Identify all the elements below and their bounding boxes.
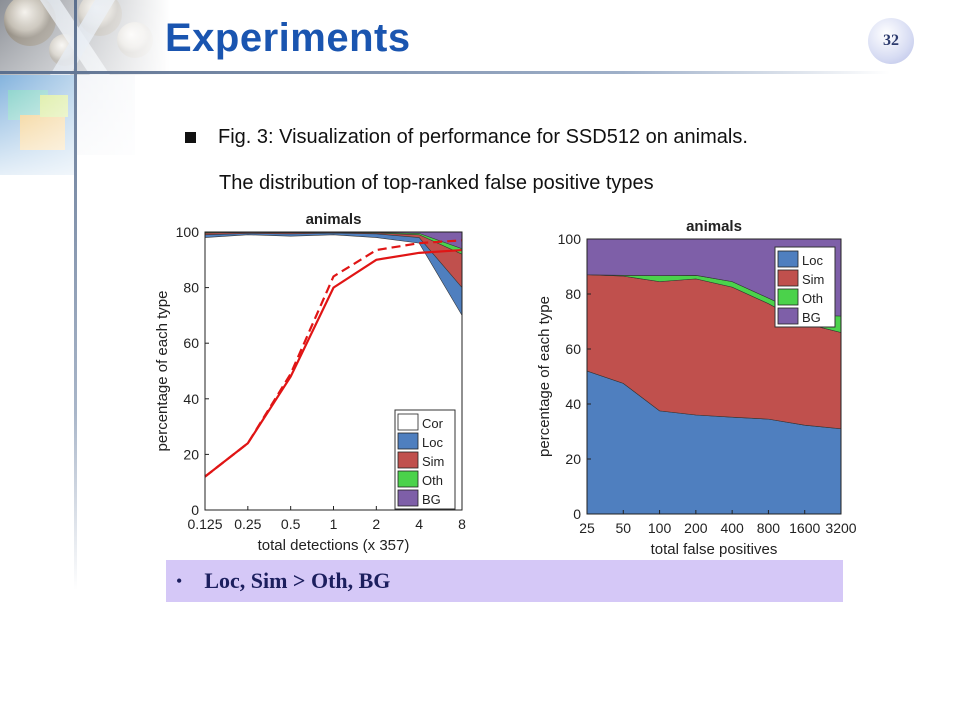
slide-title: Experiments xyxy=(165,16,411,60)
legend-swatch-loc xyxy=(777,250,799,268)
bullet-item: Fig. 3: Visualization of performance for… xyxy=(185,126,748,149)
coins-image xyxy=(0,0,170,200)
x-axis-label: total detections (x 357) xyxy=(258,537,410,554)
y-tick-label: 20 xyxy=(565,451,581,467)
legend-swatch-cor xyxy=(397,413,419,431)
y-tick-label: 40 xyxy=(565,396,581,412)
bullet-text: Fig. 3: Visualization of performance for… xyxy=(218,126,748,148)
x-tick-label: 3200 xyxy=(825,520,856,536)
y-tick-label: 60 xyxy=(565,341,581,357)
x-axis-label: total false positives xyxy=(651,541,778,558)
recall-line-dashed xyxy=(204,239,463,478)
legend-label-oth: Oth xyxy=(802,291,823,306)
chart-title: animals xyxy=(306,211,362,228)
chart-detections-animals: 0 20 40 60 80 100 0.125 0.25 0.5 1 2 4 8 animals total… xyxy=(154,211,466,554)
y-tick-label: 100 xyxy=(558,231,582,247)
y-tick-label: 80 xyxy=(565,286,581,302)
y-tick-label: 0 xyxy=(191,502,199,518)
chart-title: animals xyxy=(686,218,742,235)
legend-label-loc: Loc xyxy=(422,435,443,450)
x-tick-label: 400 xyxy=(720,520,744,536)
x-tick-label: 0.25 xyxy=(234,516,261,532)
conclusion-text: Loc, Sim > Oth, BG xyxy=(204,568,391,593)
x-tick-label: 50 xyxy=(615,520,631,536)
recall-line-solid xyxy=(204,248,463,478)
x-tick-label: 200 xyxy=(684,520,708,536)
y-tick-label: 60 xyxy=(183,335,199,351)
legend-label-cor: Cor xyxy=(422,416,444,431)
y-axis-label: percentage of each type xyxy=(536,296,553,457)
x-tick-label: 8 xyxy=(458,516,466,532)
x-tick-label: 1600 xyxy=(789,520,820,536)
y-axis-label: percentage of each type xyxy=(154,291,171,452)
legend-swatch-bg xyxy=(397,489,419,507)
legend-label-sim: Sim xyxy=(422,454,444,469)
subline-text: The distribution of top-ranked false pos… xyxy=(219,172,654,194)
legend-swatch-sim xyxy=(777,269,799,287)
conclusion-box: • Loc, Sim > Oth, BG xyxy=(166,560,843,602)
page-number: 32 xyxy=(883,32,899,49)
square-bullet-icon xyxy=(185,132,196,143)
y-tick-label: 0 xyxy=(573,506,581,522)
legend-swatch-loc xyxy=(397,432,419,450)
legend-swatch-oth xyxy=(777,288,799,306)
x-tick-label: 0.5 xyxy=(281,516,301,532)
legend-label-oth: Oth xyxy=(422,473,443,488)
x-tick-label: 800 xyxy=(757,520,781,536)
legend-swatch-oth xyxy=(397,470,419,488)
legend-label-loc: Loc xyxy=(802,253,823,268)
y-tick-label: 20 xyxy=(183,446,199,462)
x-tick-label: 25 xyxy=(579,520,595,536)
conclusion-bullet: • xyxy=(176,570,183,591)
chart-false-positives-animals: 0 20 40 60 80 100 25 50 100 200 400 800 1600 3200 anim… xyxy=(536,218,857,558)
vertical-rule xyxy=(74,0,77,590)
corner-decoration xyxy=(0,0,170,200)
x-tick-label: 1 xyxy=(330,516,338,532)
x-tick-label: 100 xyxy=(648,520,672,536)
y-tick-label: 100 xyxy=(176,224,200,240)
legend-swatch-sim xyxy=(397,451,419,469)
title-underline xyxy=(0,71,890,74)
y-tick-label: 80 xyxy=(183,280,199,296)
x-tick-label: 2 xyxy=(372,516,380,532)
legend-label-bg: BG xyxy=(422,492,441,507)
legend-swatch-bg xyxy=(777,307,799,325)
page-number-badge: 32 xyxy=(868,18,914,64)
x-tick-label: 4 xyxy=(415,516,423,532)
y-tick-label: 40 xyxy=(183,391,199,407)
plot-frame xyxy=(586,238,842,515)
x-tick-label: 0.125 xyxy=(187,516,222,532)
legend-label-bg: BG xyxy=(802,310,821,325)
legend-label-sim: Sim xyxy=(802,272,824,287)
